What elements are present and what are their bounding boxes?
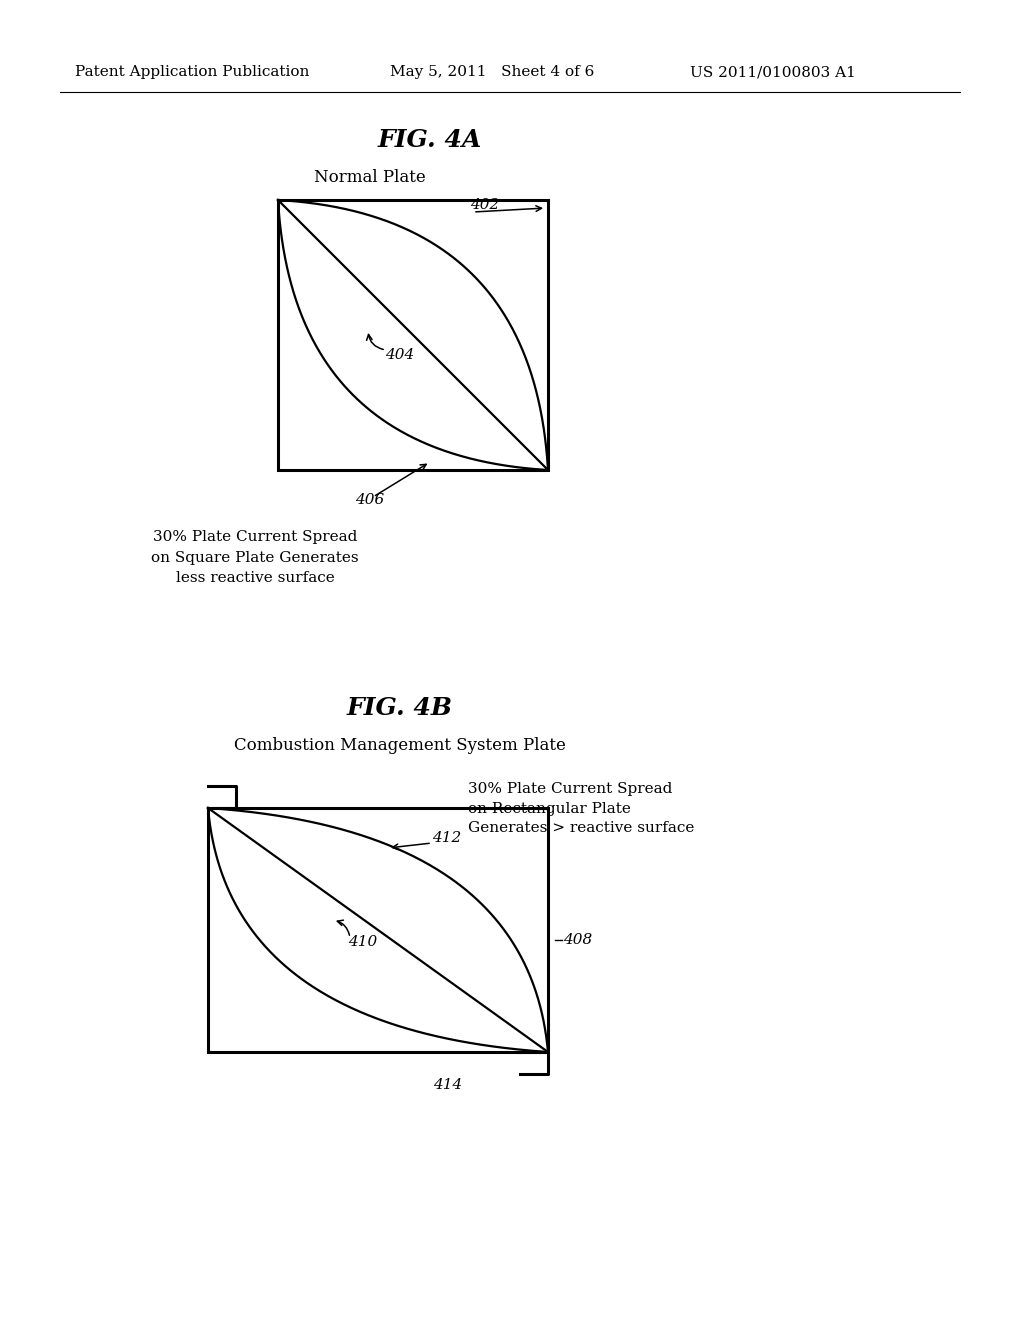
Text: FIG. 4A: FIG. 4A	[378, 128, 482, 152]
Text: 414: 414	[433, 1078, 463, 1092]
Text: May 5, 2011   Sheet 4 of 6: May 5, 2011 Sheet 4 of 6	[390, 65, 594, 79]
Text: 404: 404	[385, 348, 415, 362]
Text: 30% Plate Current Spread
on Square Plate Generates
less reactive surface: 30% Plate Current Spread on Square Plate…	[152, 531, 358, 585]
Text: 402: 402	[470, 198, 500, 213]
Text: Normal Plate: Normal Plate	[314, 169, 426, 186]
Text: 406: 406	[355, 492, 384, 507]
Text: 410: 410	[348, 935, 377, 949]
Text: 408: 408	[563, 933, 592, 946]
Text: US 2011/0100803 A1: US 2011/0100803 A1	[690, 65, 856, 79]
Text: 412: 412	[432, 832, 461, 845]
Text: Patent Application Publication: Patent Application Publication	[75, 65, 309, 79]
Text: 30% Plate Current Spread
on Rectangular Plate
Generates > reactive surface: 30% Plate Current Spread on Rectangular …	[468, 781, 694, 836]
Text: Combustion Management System Plate: Combustion Management System Plate	[234, 738, 566, 755]
Text: FIG. 4B: FIG. 4B	[347, 696, 453, 719]
